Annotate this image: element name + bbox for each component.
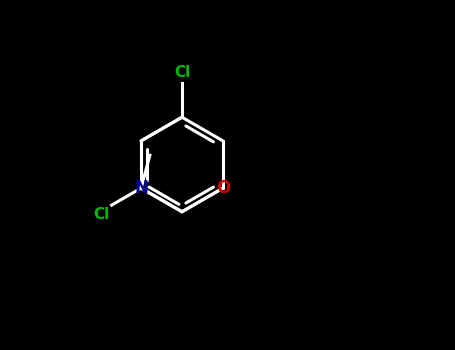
Text: N: N [134,179,148,197]
Text: Cl: Cl [94,207,110,222]
Text: O: O [216,179,230,197]
Text: Cl: Cl [174,65,190,80]
